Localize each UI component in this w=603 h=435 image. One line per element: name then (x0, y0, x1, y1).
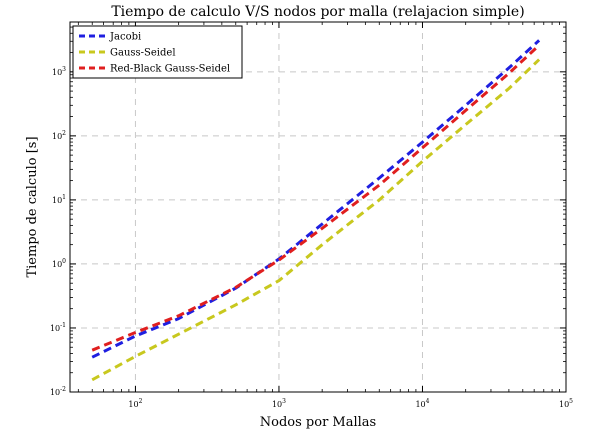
x-tick-label: 103 (272, 398, 286, 409)
series-line-jacobi (91, 39, 541, 359)
legend: Jacobi Gauss-Seidel Red-Black Gauss-Seidel (72, 25, 243, 79)
x-tick-label: 102 (128, 398, 142, 409)
plot-frame (69, 21, 567, 393)
axis-ticks: 102 103 104 105 10-2 10-1 100 101 102 103 (50, 21, 573, 409)
y-tick-label: 10-2 (50, 386, 66, 397)
x-tick-label: 104 (415, 398, 429, 409)
y-tick-label: 103 (52, 66, 66, 77)
legend-label: Jacobi (109, 32, 141, 43)
series-line-gauss-seidel (91, 58, 541, 382)
y-axis-label: Tiempo de calculo [s] (25, 136, 40, 277)
chart-title: Tiempo de calculo V/S nodos por malla (r… (111, 4, 524, 20)
x-tick-label: 105 (559, 398, 573, 409)
legend-label: Red-Black Gauss-Seidel (110, 64, 230, 75)
x-axis-label: Nodos por Mallas (260, 415, 376, 430)
legend-label: Gauss-Seidel (110, 48, 176, 59)
y-tick-label: 101 (52, 194, 66, 205)
y-tick-label: 10-1 (50, 322, 66, 333)
y-tick-label: 102 (52, 130, 66, 141)
series-line-red-black-gauss-seidel (91, 44, 541, 352)
y-tick-label: 100 (52, 258, 66, 269)
plot-series (91, 39, 541, 382)
